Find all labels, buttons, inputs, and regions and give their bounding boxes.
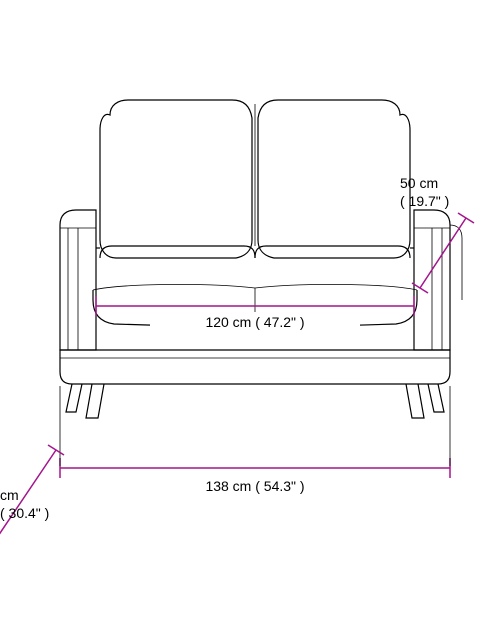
dim-seat-depth: 50 cm ( 19.7" ): [400, 175, 474, 293]
sofa-outline: [60, 100, 462, 418]
dimension-lines: 120 cm ( 47.2" ) 50 cm ( 19.7" ) 138 cm …: [0, 175, 474, 548]
sofa-svg: 120 cm ( 47.2" ) 50 cm ( 19.7" ) 138 cm …: [0, 0, 500, 641]
dim-seat-depth-in: ( 19.7" ): [400, 193, 449, 209]
dim-overall-width: 138 cm ( 54.3" ): [60, 386, 450, 496]
dim-overall-depth-cm: cm: [0, 487, 19, 503]
dim-overall-depth: cm ( 30.4" ): [0, 445, 64, 548]
dim-overall-depth-in: ( 30.4" ): [0, 505, 49, 521]
dim-seat-width-label: 120 cm ( 47.2" ): [205, 314, 304, 330]
dim-overall-width-label: 138 cm ( 54.3" ): [205, 478, 304, 494]
sofa-dimension-diagram: 120 cm ( 47.2" ) 50 cm ( 19.7" ) 138 cm …: [0, 0, 500, 641]
dim-seat-depth-cm: 50 cm: [400, 175, 438, 191]
